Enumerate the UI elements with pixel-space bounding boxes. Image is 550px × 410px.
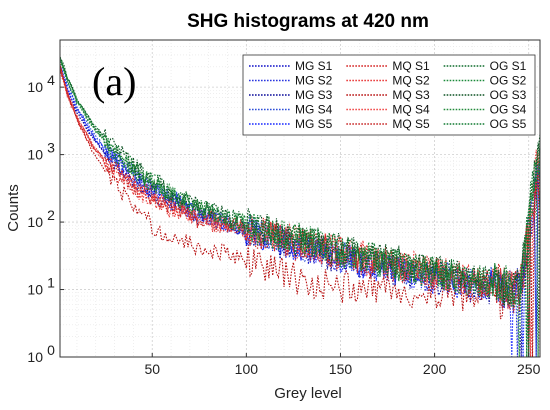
- legend-label: MG S2: [295, 74, 333, 88]
- legend-label: MQ S2: [392, 74, 430, 88]
- legend-label: MG S3: [295, 88, 333, 102]
- y-axis-label: Counts: [5, 184, 22, 232]
- legend-label: OG S2: [490, 74, 527, 88]
- x-tick-label: 150: [329, 361, 353, 377]
- y-tick-exponent: 2: [47, 207, 55, 223]
- y-tick-exponent: 3: [47, 140, 55, 156]
- x-axis-label: Grey level: [274, 385, 342, 402]
- y-tick-exponent: 1: [47, 275, 55, 291]
- legend-label: MQ S1: [392, 59, 430, 73]
- y-tick-label: 10: [27, 282, 43, 298]
- legend-label: MQ S4: [392, 103, 430, 117]
- series-line: [59, 57, 541, 358]
- series-lines: [59, 56, 541, 358]
- legend-label: MG S1: [295, 59, 333, 73]
- chart-title: SHG histograms at 420 nm: [187, 11, 429, 32]
- y-tick-label: 10: [27, 79, 43, 95]
- legend-label: MQ S3: [392, 88, 430, 102]
- series-line: [59, 67, 541, 358]
- y-tick-label: 10: [27, 214, 43, 230]
- x-tick-label: 100: [235, 361, 259, 377]
- series-line: [59, 59, 541, 358]
- y-tick-label: 10: [27, 147, 43, 163]
- x-tick-label: 250: [517, 361, 541, 377]
- series-line: [59, 56, 541, 307]
- legend-label: MQ S5: [392, 117, 430, 131]
- y-tick-exponent: 0: [47, 342, 55, 358]
- legend-label: OG S4: [490, 103, 527, 117]
- x-tick-label: 50: [144, 361, 160, 377]
- legend-label: OG S3: [490, 88, 527, 102]
- legend-label: MG S5: [295, 117, 333, 131]
- legend-label: OG S1: [490, 59, 527, 73]
- y-tick-exponent: 4: [47, 72, 55, 88]
- series-line: [59, 60, 541, 358]
- legend-label: MG S4: [295, 103, 333, 117]
- plot-frame: [59, 39, 541, 358]
- y-tick-label: 10: [27, 349, 43, 365]
- legend-label: OG S5: [490, 117, 527, 131]
- panel-label: (a): [92, 59, 136, 104]
- legend-box: [242, 54, 536, 136]
- x-tick-label: 200: [423, 361, 447, 377]
